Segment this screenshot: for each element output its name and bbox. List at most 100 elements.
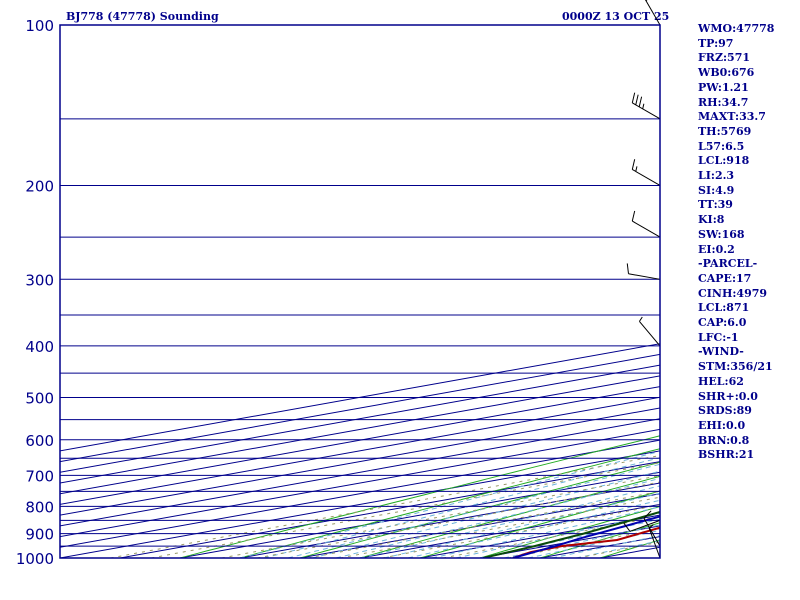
isotherm-line [60, 364, 660, 473]
moist-adiabat-line [311, 470, 660, 558]
index-entry: LCL:871 [698, 301, 750, 315]
wind-barb [639, 316, 661, 347]
wind-barb-half-flag [645, 0, 648, 2]
wind-barb-flag [643, 510, 652, 519]
index-entry: EHI:0.0 [698, 418, 746, 432]
index-entry: HEL:62 [698, 374, 744, 388]
index-entry: BRN:0.8 [698, 433, 750, 447]
mixing-ratio-lines [110, 454, 660, 558]
isotherm-line [60, 343, 660, 452]
pressure-tick-label: 700 [25, 467, 54, 485]
isotherm-line [119, 461, 660, 558]
plot-frame [59, 24, 661, 559]
wind-barb-flag [631, 159, 636, 170]
index-entry: SW:168 [698, 227, 745, 241]
wind-barb-flag [623, 522, 631, 532]
wind-barb-half-flag [639, 316, 643, 322]
pressure-tick-label: 400 [25, 338, 54, 356]
wind-barb-half-flag [635, 166, 638, 172]
wind-barb [631, 159, 661, 186]
index-entry: BSHR:21 [698, 448, 755, 462]
wind-barb-half-flag [642, 103, 645, 109]
pressure-tick-label: 300 [25, 271, 54, 289]
parcel-path-line [512, 515, 660, 558]
pressure-tick-label: 900 [25, 526, 54, 544]
sounding-profiles [482, 510, 660, 558]
index-entry: WB0:676 [698, 66, 755, 80]
index-entry: LI:2.3 [698, 169, 735, 183]
isotherm-line [60, 396, 660, 505]
moist-adiabat-line [383, 492, 660, 558]
chart-time: 0000Z 13 OCT 25 [562, 10, 669, 23]
isotherm-line [60, 353, 660, 463]
isotherm-line [60, 418, 660, 527]
index-entry: LCL:918 [698, 154, 750, 168]
wind-barb [643, 510, 661, 547]
index-entry: TT:39 [698, 198, 733, 212]
index-entry: SI:4.9 [698, 183, 735, 197]
index-entry: LFC:-1 [698, 330, 739, 344]
wind-barb-staff [648, 527, 661, 559]
pressure-tick-label: 600 [25, 432, 54, 450]
index-entry: -WIND- [698, 345, 744, 359]
index-entry: KI:8 [698, 213, 725, 227]
index-entry: -PARCEL- [698, 257, 758, 271]
wind-barb-flag [635, 94, 639, 105]
wind-barb-flag [626, 263, 629, 274]
wind-barb-flag [638, 96, 643, 107]
index-entry: CAP:6.0 [698, 316, 747, 330]
isotherm-lines [60, 343, 660, 558]
pressure-tick-label: 100 [25, 17, 54, 35]
wind-barb-flag [631, 92, 636, 103]
index-entry: L57:6.5 [698, 139, 745, 153]
index-entry: RH:34.7 [698, 95, 749, 109]
index-entry: SHR+:0.0 [698, 389, 758, 403]
temperature-profile-line [512, 526, 660, 558]
wind-barb [644, 0, 661, 26]
wind-barb [631, 92, 661, 120]
index-entry: SRDS:89 [698, 404, 752, 418]
moist-adiabat-line [287, 463, 660, 558]
wind-barbs [623, 0, 661, 559]
wind-barb-staff [629, 519, 661, 532]
wind-barb-staff [632, 102, 661, 120]
wind-barb [623, 519, 661, 532]
index-entry: FRZ:571 [698, 51, 751, 65]
moist-adiabat-line [455, 512, 660, 558]
isotherm-line [60, 407, 660, 516]
stability-index-panel: WMO:47778 TP:97 FRZ:571 WB0:676 PW:1.21 RH:34… [698, 22, 798, 463]
isotherm-line [60, 439, 660, 548]
index-entry: STM:356/21 [698, 360, 773, 374]
wind-barb-staff [632, 169, 661, 186]
index-entry: CAPE:17 [698, 271, 752, 285]
wind-barb [648, 524, 661, 559]
wind-barb-staff [632, 220, 661, 238]
isotherm-line [60, 450, 660, 558]
isotherm-line [60, 428, 660, 538]
index-entry: TH:5769 [698, 124, 752, 138]
wind-barb-staff [643, 518, 661, 547]
index-entry: TP:97 [698, 36, 734, 50]
wind-barb-staff [644, 0, 661, 26]
pressure-tick-label: 200 [25, 177, 54, 195]
pressure-tick-label: 800 [25, 498, 54, 516]
chart-title: BJ778 (47778) Sounding [66, 10, 219, 23]
index-entry: EI:0.2 [698, 242, 735, 256]
index-entry: WMO:47778 [698, 22, 775, 35]
wind-barb [626, 263, 661, 280]
wind-barb-staff [639, 321, 661, 347]
pressure-tick-label: 500 [25, 390, 54, 408]
moist-adiabat-line [479, 518, 660, 558]
wind-barb-flag [631, 210, 636, 222]
pressure-tick-label: 1000 [16, 550, 54, 568]
index-entry: MAXT:33.7 [698, 110, 766, 124]
mixing-ratio-line [110, 454, 660, 558]
index-entry: PW:1.21 [698, 80, 749, 94]
wind-barb [631, 210, 661, 238]
axis-labels: 100 200 300 400 500 600 700 800 900 1000 [16, 17, 54, 568]
isotherm-line [60, 386, 660, 495]
index-entry: CINH:4979 [698, 286, 768, 300]
isotherm-line [60, 375, 660, 484]
wind-barb-half-flag [648, 524, 654, 529]
